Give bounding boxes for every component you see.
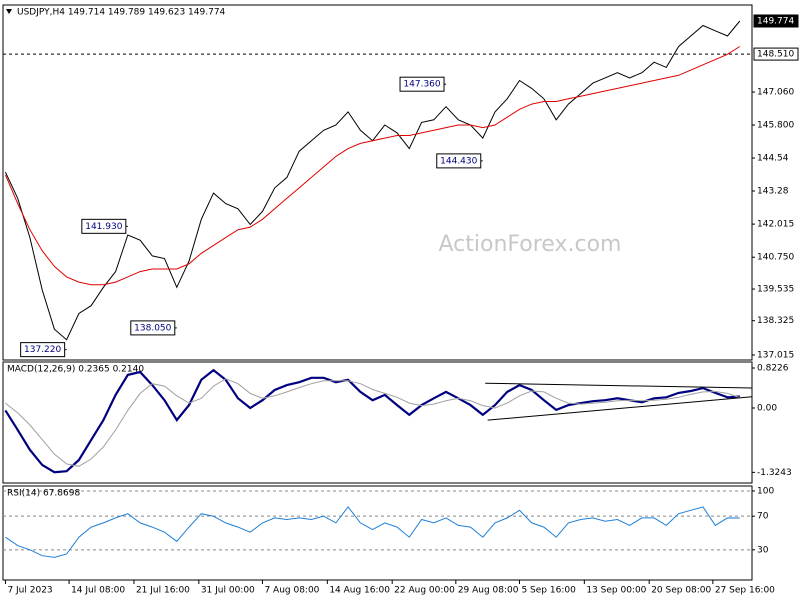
price-marker-label: 149.774 <box>757 16 794 26</box>
y-tick-label: 139.535 <box>757 285 794 295</box>
x-tick-label: 7 Aug 08:00 <box>264 586 319 596</box>
x-tick-label: 14 Jul 08:00 <box>71 586 125 596</box>
x-tick-label: 5 Sep 16:00 <box>521 586 576 596</box>
panel-frame <box>2 361 753 484</box>
x-tick-label: 29 Aug 08:00 <box>458 586 519 596</box>
annotation-box <box>399 76 445 92</box>
y-tick-label: -1.3243 <box>757 468 792 478</box>
y-tick-label: 0.00 <box>757 403 777 413</box>
panel-title: RSI(14) 67.8698 <box>7 489 80 499</box>
price-marker-label: 148.510 <box>757 50 794 60</box>
panel-frame <box>2 4 753 361</box>
x-tick-label: 22 Aug 00:00 <box>394 586 455 596</box>
annotation-label: 144.430 <box>440 156 477 166</box>
trendline <box>485 382 753 389</box>
y-tick-label: 145.800 <box>757 121 794 131</box>
series-line <box>4 368 740 474</box>
annotation-label: 141.930 <box>85 222 122 232</box>
series-line <box>4 46 741 286</box>
annotation-box <box>81 218 127 234</box>
watermark: ActionForex.com <box>439 232 622 257</box>
annotation-box <box>436 153 482 169</box>
y-tick-label: 100 <box>757 486 774 496</box>
panel-frame <box>2 485 753 581</box>
symbol-icon <box>6 9 12 14</box>
series-line <box>5 378 740 467</box>
price-marker <box>753 14 799 28</box>
x-tick-label: 14 Aug 16:00 <box>329 586 390 596</box>
x-tick-label: 7 Jul 2023 <box>7 586 52 596</box>
y-tick-label: 138.325 <box>757 316 794 326</box>
panel-title: MACD(12,26,9) 0.2365 0.2140 <box>7 365 144 375</box>
panel-title: USDJPY,H4 149.714 149.789 149.623 149.77… <box>17 8 226 18</box>
y-tick-label: 143.28 <box>757 186 789 196</box>
x-tick-label: 27 Sep 16:00 <box>715 586 775 596</box>
annotation-label: 138.050 <box>134 323 171 333</box>
y-tick-label: 142.015 <box>757 220 794 230</box>
annotation-label: 137.220 <box>24 345 61 355</box>
x-tick-label: 21 Jul 16:00 <box>136 586 190 596</box>
y-tick-label: 30 <box>757 545 769 555</box>
y-tick-label: 144.54 <box>757 154 789 164</box>
y-tick-label: 70 <box>757 512 769 522</box>
annotation-label: 147.360 <box>403 80 440 90</box>
trendline <box>487 396 753 421</box>
x-tick-label: 13 Sep 00:00 <box>586 586 646 596</box>
annotation-box <box>130 320 176 336</box>
y-tick-label: 0.8226 <box>757 363 789 373</box>
annotation-box <box>20 342 66 358</box>
x-tick-label: 31 Jul 00:00 <box>201 586 255 596</box>
y-tick-label: 147.060 <box>757 88 794 98</box>
y-tick-label: 137.015 <box>757 351 794 361</box>
price-marker <box>753 47 799 61</box>
x-tick-label: 20 Sep 08:00 <box>651 586 711 596</box>
y-tick-label: 140.750 <box>757 253 794 263</box>
series-line <box>5 506 740 558</box>
